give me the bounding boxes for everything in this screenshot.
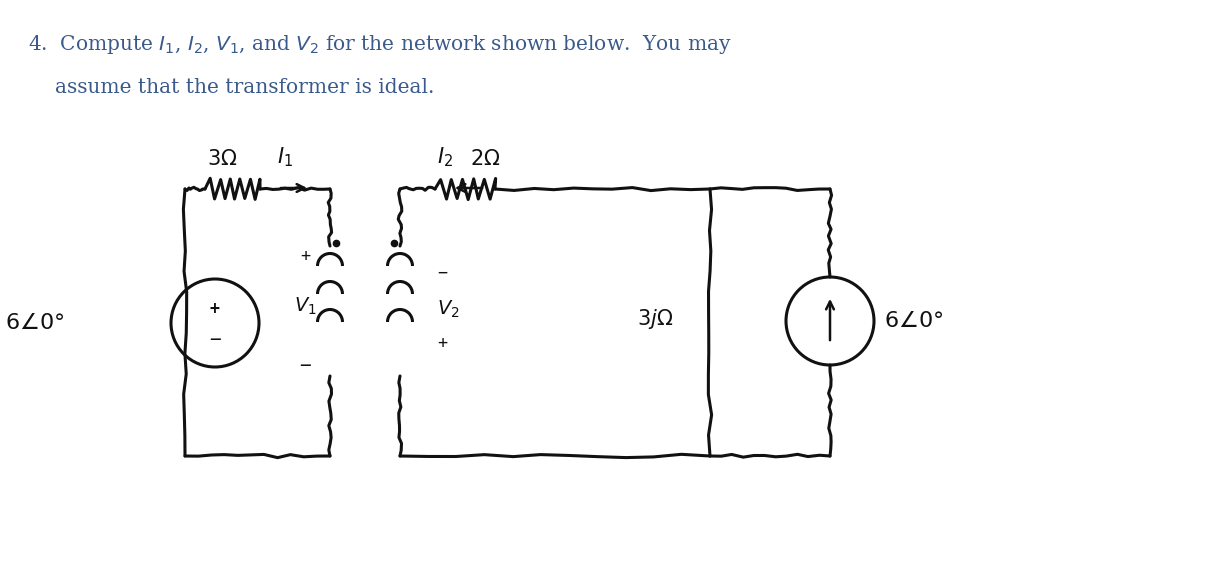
Text: −: − <box>299 356 311 375</box>
Text: +: + <box>300 247 310 265</box>
Text: $V_1$: $V_1$ <box>294 295 317 316</box>
Text: $3\Omega$: $3\Omega$ <box>207 149 237 169</box>
Text: $6\angle 0°$: $6\angle 0°$ <box>884 310 943 332</box>
Text: $I_2$: $I_2$ <box>436 145 453 169</box>
Text: 4.  Compute $I_1$, $I_2$, $V_1$, and $V_2$ for the network shown below.  You may: 4. Compute $I_1$, $I_2$, $V_1$, and $V_2… <box>28 33 731 56</box>
Text: assume that the transformer is ideal.: assume that the transformer is ideal. <box>54 78 434 97</box>
Text: $V_2$: $V_2$ <box>436 298 459 320</box>
Text: −: − <box>209 329 221 348</box>
Text: $2\Omega$: $2\Omega$ <box>470 149 501 169</box>
Text: $3j\Omega$: $3j\Omega$ <box>637 307 673 331</box>
Text: $6\angle 0°$: $6\angle 0°$ <box>5 312 64 334</box>
Text: $I_1$: $I_1$ <box>277 145 293 169</box>
Text: −: − <box>436 264 447 282</box>
Text: +: + <box>436 334 447 352</box>
Text: +: + <box>210 300 220 318</box>
